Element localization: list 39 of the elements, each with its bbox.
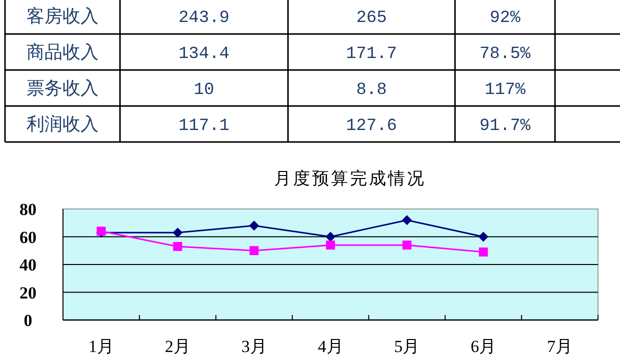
text: 10 bbox=[194, 81, 214, 100]
chart-title: 月度预算完成情况 bbox=[274, 169, 426, 189]
text: 243.9 bbox=[178, 9, 230, 28]
text: 91.7% bbox=[479, 117, 532, 136]
text: 92% bbox=[490, 9, 522, 28]
text: 171.7 bbox=[346, 45, 398, 64]
point bbox=[478, 232, 488, 242]
point bbox=[402, 240, 412, 250]
y-tick-label: 80 bbox=[20, 200, 36, 219]
y-tick-label: 0 bbox=[24, 311, 32, 330]
category-label: 商品收入 bbox=[26, 42, 98, 63]
text: 265 bbox=[356, 9, 387, 28]
text: 117% bbox=[484, 81, 526, 100]
x-tick-label: 5月 bbox=[394, 337, 420, 356]
point bbox=[326, 232, 336, 242]
text: 8.8 bbox=[356, 81, 387, 100]
category-label: 客房收入 bbox=[26, 6, 98, 27]
x-tick-label: 3月 bbox=[241, 337, 267, 356]
point bbox=[250, 246, 259, 256]
x-tick-label: 4月 bbox=[318, 337, 344, 356]
text: 127.6 bbox=[346, 117, 398, 136]
x-tick-label: 2月 bbox=[164, 337, 190, 356]
point bbox=[249, 220, 260, 231]
point bbox=[172, 228, 183, 238]
text: 78.5% bbox=[479, 45, 532, 64]
point bbox=[173, 242, 182, 251]
text: 117.1 bbox=[178, 117, 230, 136]
y-tick-label: 40 bbox=[20, 256, 36, 274]
point bbox=[326, 240, 335, 250]
y-tick-label: 60 bbox=[20, 228, 36, 247]
text: 134.4 bbox=[178, 45, 230, 64]
point bbox=[478, 248, 488, 257]
category-label: 利润收入 bbox=[26, 114, 98, 135]
x-tick-label: 6月 bbox=[470, 337, 496, 356]
point bbox=[402, 215, 412, 226]
category-label: 票务收入 bbox=[26, 78, 98, 99]
x-tick-label: 1月 bbox=[88, 337, 114, 356]
x-tick-label: 7月 bbox=[547, 337, 573, 356]
y-tick-label: 20 bbox=[20, 283, 36, 302]
